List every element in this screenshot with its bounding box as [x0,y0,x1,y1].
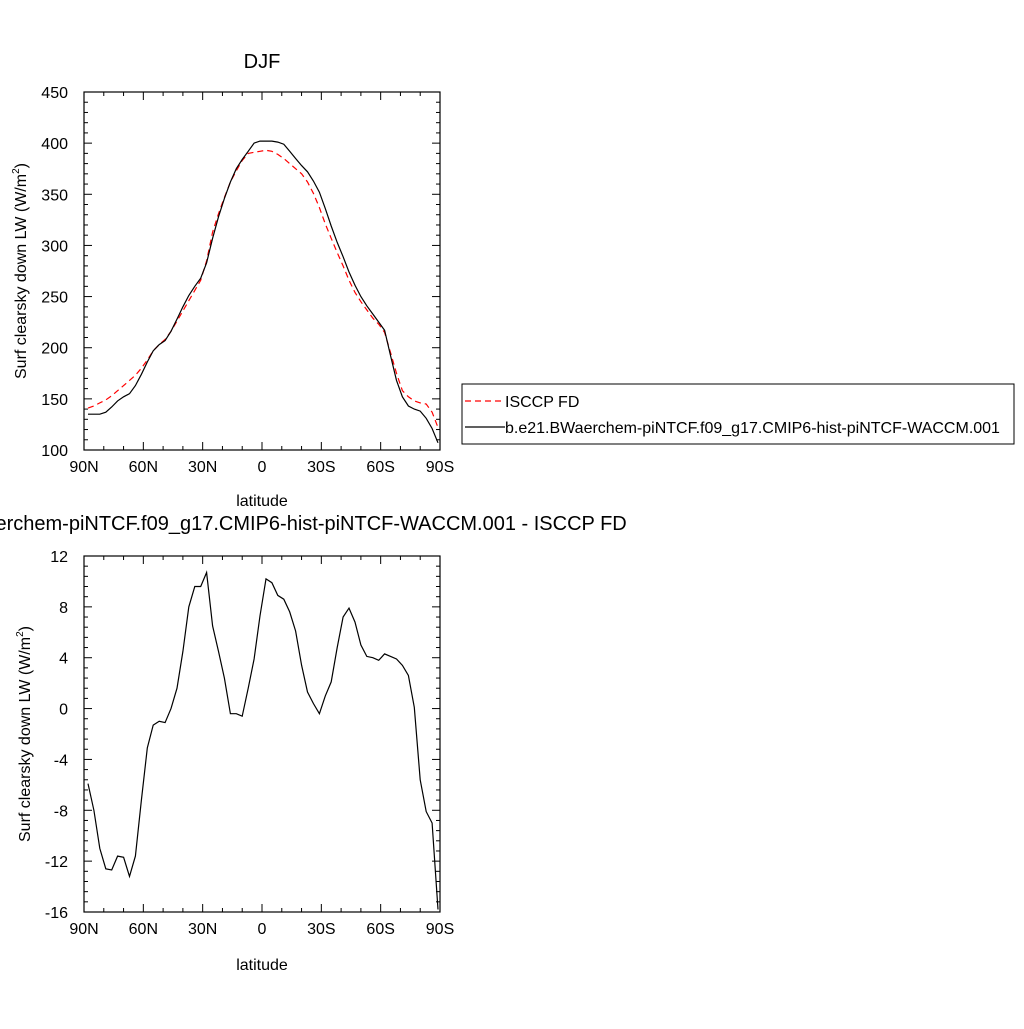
top-x-tick-label: 30N [188,459,217,476]
top-y-tick-label: 300 [41,238,68,255]
top-y-tick-label: 250 [41,290,68,307]
bottom-y-tick-label: -8 [54,803,68,820]
legend-label-model: b.e21.BWaerchem-piNTCF.f09_g17.CMIP6-his… [505,420,1000,437]
bottom-x-tick-label: 90S [426,921,454,938]
chart-legend: ISCCP FD b.e21.BWaerchem-piNTCF.f09_g17.… [461,383,1015,445]
bottom-y-tick-label: 12 [50,549,68,566]
top-y-tick-label: 100 [41,443,68,460]
bottom-y-tick-label: 8 [59,600,68,617]
top-x-axis-label: latitude [236,493,288,510]
bottom-x-tick-label: 60N [129,921,158,938]
top-y-tick-label: 350 [41,187,68,204]
bottom-y-axis-label-sup: 2 [15,631,26,637]
bottom-y-axis-label-end: ) [17,626,34,631]
top-plot: 90N 60N 30N 0 30S 60S 90S 100 150 200 250 300 350 400… [41,85,454,476]
bottom-x-tick-label: 30S [307,921,335,938]
top-y-tick-label: 150 [41,392,68,409]
bottom-x-tick-label: 30N [188,921,217,938]
top-y-tick-label: 450 [41,85,68,102]
bottom-y-tick-label: 0 [59,702,68,719]
top-y-tick-label: 400 [41,136,68,153]
bottom-y-axis-label: Surf clearsky down LW (W/m2) [15,626,34,842]
bottom-y-tick-label: 4 [59,651,68,668]
top-x-tick-label: 30S [307,459,335,476]
top-chart-title: DJF [244,51,281,73]
bottom-y-tick-label: -12 [45,854,68,871]
top-model-line [88,140,439,444]
bottom-y-tick-label: -16 [45,905,68,922]
legend-label-isccp-fd: ISCCP FD [505,394,579,411]
plot-layer: 90N 60N 30N 0 30S 60S 90S100150200250300350400… [41,85,454,938]
legend-box [461,383,1015,445]
top-y-axis-label-sup: 2 [11,168,22,174]
bottom-x-tick-label: 60S [366,921,394,938]
bottom-chart-title: b.e21.BWaerchem-piNTCF.f09_g17.CMIP6-his… [0,513,627,535]
top-y-axis-label-main: Surf clearsky down LW (W/m [13,174,30,379]
bottom-x-tick-label: 0 [258,921,267,938]
top-y-axis-label: Surf clearsky down LW (W/m2) [11,163,30,379]
top-x-tick-label: 60N [129,459,158,476]
top-isccp-fd-line [87,149,439,428]
top-x-tick-label: 60S [366,459,394,476]
bottom-difference-line [87,570,439,910]
top-y-axis-label-end: ) [13,163,30,168]
top-x-tick-label: 90S [426,459,454,476]
bottom-y-tick-label: -4 [54,752,68,769]
bottom-plot: 90N 60N 30N 0 30S 60S 90S -16 -12 -8 -4 0 4 8 12 [45,549,454,938]
top-x-tick-label: 0 [258,459,267,476]
top-y-tick-label: 200 [41,341,68,358]
bottom-x-axis-label: latitude [236,957,288,974]
bottom-y-axis-label-main: Surf clearsky down LW (W/m [17,637,34,842]
top-x-tick-label: 90N [69,459,98,476]
bottom-x-tick-label: 90N [69,921,98,938]
